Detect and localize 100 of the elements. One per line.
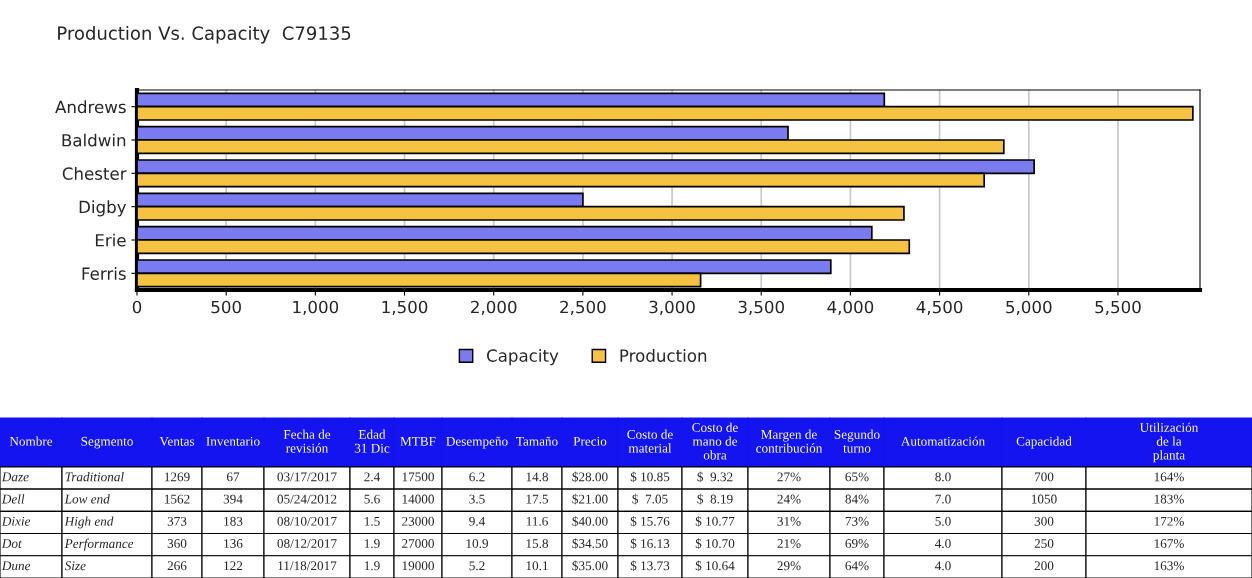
category-label: Inventario (206, 436, 260, 446)
y-tick-label: Andrews (55, 100, 126, 114)
text: Daze (1, 472, 29, 482)
x-tick-label: 3,500 (738, 300, 784, 316)
text: $ 13.73 (630, 560, 670, 572)
category-label: Fecha de revisión (283, 429, 331, 453)
chart-title: Production Vs. Capacity C79135 (58, 26, 351, 44)
text: 4.0 (935, 561, 951, 571)
text: $ 7.05 (632, 493, 668, 505)
text: 3.5 (469, 494, 485, 504)
text: 9.4 (469, 516, 486, 526)
x-tick-label: 500 (211, 300, 241, 314)
y-tick-label: Baldwin (62, 133, 126, 147)
text: High end (64, 516, 114, 529)
text: $28.00 (572, 471, 608, 483)
text: 08/10/2017 (277, 516, 337, 526)
text: 394 (223, 494, 243, 504)
text: $ 10.85 (630, 471, 670, 483)
text: 167% (1154, 539, 1184, 549)
category-label: Edad 31 Dic (354, 429, 390, 453)
y-tick-label: Digby (79, 200, 127, 217)
text: 11/18/2017 (278, 561, 337, 571)
category-label: Segundo turno (834, 429, 880, 453)
text: 172% (1154, 516, 1184, 526)
legend-label: Production (620, 349, 707, 362)
text: 73% (845, 516, 869, 526)
text: 250 (1034, 539, 1054, 548)
text: Low end (64, 494, 110, 504)
text: 84% (845, 494, 869, 504)
text: 05/24/2012 (277, 494, 337, 504)
text: 69% (845, 539, 869, 549)
x-tick-label: 0 (132, 300, 142, 314)
text: 27% (777, 472, 801, 482)
text: 27000 (402, 539, 434, 548)
text: $ 10.70 (695, 538, 735, 549)
category-label: Tamaño (516, 436, 558, 446)
text: Dune (1, 561, 31, 571)
text: 19000 (402, 561, 434, 571)
text: $21.00 (572, 493, 608, 505)
y-tick-label: Chester (62, 167, 127, 180)
text: $ 15.76 (630, 516, 670, 527)
text: 1269 (164, 472, 190, 482)
text: 31% (777, 516, 801, 526)
text: 373 (167, 516, 187, 526)
text: 5.0 (935, 516, 951, 526)
text: $ 10.64 (695, 560, 735, 572)
text: Performance (64, 538, 134, 551)
y-tick-label: Erie (95, 233, 126, 247)
text: $ 9.32 (697, 471, 733, 483)
text: 67 (226, 472, 240, 482)
text: $40.00 (572, 516, 608, 527)
text: 23000 (402, 516, 434, 526)
category-label: MTBF (400, 436, 436, 446)
x-tick-label: 4,000 (827, 300, 874, 316)
text: 183% (1154, 494, 1184, 504)
text: Dell (1, 494, 25, 504)
x-tick-label: 2,500 (560, 300, 606, 316)
text: 29% (777, 561, 801, 571)
text: 6.2 (469, 472, 485, 482)
x-tick-label: 5,000 (1006, 300, 1052, 316)
category-label: Automatización (900, 436, 985, 446)
text: 5.6 (364, 494, 380, 504)
text: 2.4 (364, 472, 381, 482)
text: 03/17/2017 (277, 472, 337, 482)
text: 64% (845, 561, 869, 571)
text: 17500 (402, 472, 434, 482)
text: 1.5 (364, 516, 380, 526)
category-label: Costo de material (627, 429, 673, 453)
text: 700 (1034, 472, 1054, 482)
text: 65% (845, 472, 869, 482)
text: 266 (167, 561, 187, 571)
text: 15.8 (526, 539, 549, 549)
x-tick-label: 5,500 (1095, 300, 1141, 316)
text: 1.9 (364, 539, 380, 549)
text: 163% (1154, 561, 1184, 571)
x-tick-label: 1,500 (382, 300, 428, 316)
text: 14.8 (526, 472, 549, 482)
category-label: Capacidad (1016, 436, 1072, 449)
text: 8.0 (935, 472, 951, 482)
text: 7.0 (935, 494, 951, 504)
category-label: Margen de contribución (756, 429, 823, 453)
category-label: Segmento (81, 436, 133, 449)
text: $34.50 (572, 538, 608, 549)
text: 122 (224, 561, 243, 571)
category-label: Precio (573, 436, 607, 446)
text: 5.2 (469, 561, 485, 571)
text: 360 (167, 539, 187, 548)
text: 21% (777, 539, 801, 549)
x-tick-label: 1,000 (293, 300, 339, 316)
category-label: Costo de mano de obra (692, 422, 738, 460)
text: 08/12/2017 (277, 539, 337, 548)
text: Dixie (1, 516, 31, 526)
text: $ 10.77 (695, 516, 735, 527)
text: 4.0 (935, 539, 951, 549)
text: 10.9 (466, 539, 488, 549)
y-tick-label: Ferris (82, 267, 126, 280)
text: $ 16.13 (630, 538, 670, 549)
text: 1.9 (364, 561, 380, 571)
text: 11.6 (526, 516, 548, 526)
text: 300 (1034, 516, 1054, 526)
